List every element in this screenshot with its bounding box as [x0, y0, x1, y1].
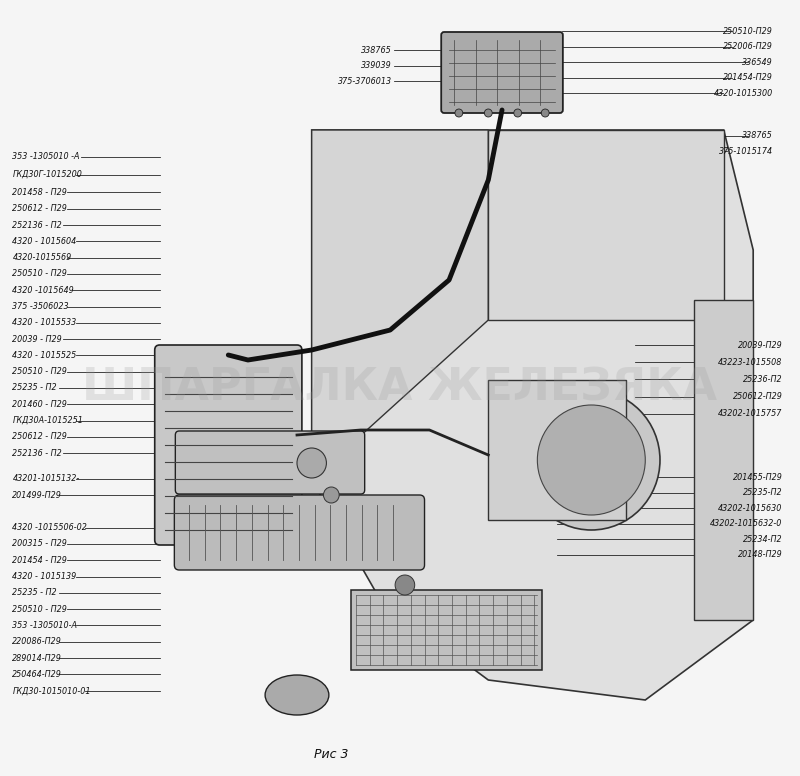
Text: 339039: 339039 — [362, 61, 392, 71]
Text: 201458 - П29: 201458 - П29 — [13, 188, 67, 197]
Text: 338765: 338765 — [742, 131, 773, 140]
Text: ШПАРГАЛКА ЖЕЛЕЗЯКА: ШПАРГАЛКА ЖЕЛЕЗЯКА — [82, 366, 718, 410]
Text: 201460 - П29: 201460 - П29 — [13, 400, 67, 409]
Text: 250510 - П29: 250510 - П29 — [13, 605, 67, 614]
Ellipse shape — [265, 675, 329, 715]
Text: ГКД30-1015010-01: ГКД30-1015010-01 — [13, 686, 91, 695]
Text: 250464-П29: 250464-П29 — [13, 670, 62, 679]
Text: 338765: 338765 — [362, 46, 392, 55]
Text: 252136 - П2: 252136 - П2 — [13, 220, 62, 230]
Text: 43202-1015757: 43202-1015757 — [718, 409, 782, 418]
Text: 20039-П29: 20039-П29 — [738, 341, 782, 350]
Circle shape — [323, 487, 339, 503]
Circle shape — [484, 109, 492, 117]
Text: Рис 3: Рис 3 — [314, 747, 349, 760]
FancyBboxPatch shape — [174, 495, 425, 570]
Text: 4320 - 1015533: 4320 - 1015533 — [13, 318, 77, 327]
Circle shape — [395, 575, 414, 595]
Text: 4320 -1015649: 4320 -1015649 — [13, 286, 74, 295]
Polygon shape — [694, 300, 753, 620]
Text: 250612-П29: 250612-П29 — [733, 392, 782, 401]
Text: 25234-П2: 25234-П2 — [743, 535, 782, 544]
Text: 4320 - 1015604: 4320 - 1015604 — [13, 237, 77, 246]
Text: 43202-1015630: 43202-1015630 — [718, 504, 782, 513]
Text: 250510 - П29: 250510 - П29 — [13, 269, 67, 279]
FancyBboxPatch shape — [175, 431, 365, 494]
Text: 43201-1015132-: 43201-1015132- — [13, 474, 80, 483]
Text: 43202-1015632-0: 43202-1015632-0 — [710, 519, 782, 528]
Circle shape — [455, 109, 462, 117]
Text: 375-1015174: 375-1015174 — [718, 147, 773, 156]
Text: 20148-П29: 20148-П29 — [738, 550, 782, 559]
Text: 353 -1305010-А: 353 -1305010-А — [13, 621, 78, 630]
Circle shape — [538, 405, 646, 515]
Text: 43223-1015508: 43223-1015508 — [718, 358, 782, 367]
Text: 25235 - П2: 25235 - П2 — [13, 588, 57, 598]
Text: 375 -3506023: 375 -3506023 — [13, 302, 69, 311]
Polygon shape — [312, 130, 488, 480]
Circle shape — [514, 109, 522, 117]
Text: 250612 - П29: 250612 - П29 — [13, 204, 67, 213]
Text: 4320 - 1015525: 4320 - 1015525 — [13, 351, 77, 360]
Text: 25235-П2: 25235-П2 — [743, 488, 782, 497]
Text: 201454 - П29: 201454 - П29 — [13, 556, 67, 565]
Text: 252136 - П2: 252136 - П2 — [13, 449, 62, 458]
Text: 250510-П29: 250510-П29 — [723, 26, 773, 36]
Text: 353 -1305010 -А: 353 -1305010 -А — [13, 152, 80, 161]
Circle shape — [297, 448, 326, 478]
FancyBboxPatch shape — [442, 32, 563, 113]
Text: 25235 - П2: 25235 - П2 — [13, 383, 57, 393]
FancyBboxPatch shape — [154, 345, 302, 545]
Text: ГКД30Г-1015200: ГКД30Г-1015200 — [13, 170, 82, 179]
Circle shape — [522, 390, 660, 530]
Bar — [488, 380, 626, 520]
Polygon shape — [312, 130, 753, 700]
Bar — [351, 590, 542, 670]
Text: 220086-П29: 220086-П29 — [13, 637, 62, 646]
Text: 4320 - 1015139: 4320 - 1015139 — [13, 572, 77, 581]
Text: 375-3706013: 375-3706013 — [338, 77, 392, 86]
Text: 252006-П29: 252006-П29 — [723, 42, 773, 51]
Text: 4320 -1015506-02: 4320 -1015506-02 — [13, 523, 87, 532]
Text: 201454-П29: 201454-П29 — [723, 73, 773, 82]
Text: 25236-П2: 25236-П2 — [743, 375, 782, 384]
Text: 201499-П29: 201499-П29 — [13, 490, 62, 500]
Text: 289014-П29: 289014-П29 — [13, 653, 62, 663]
Text: 4320-1015569: 4320-1015569 — [13, 253, 72, 262]
Text: 336549: 336549 — [742, 57, 773, 67]
Text: 20039 - П29: 20039 - П29 — [13, 334, 62, 344]
Text: 4320-1015300: 4320-1015300 — [714, 88, 773, 98]
Text: 250612 - П29: 250612 - П29 — [13, 432, 67, 442]
Text: 201455-П29: 201455-П29 — [733, 473, 782, 482]
Text: ГКД30А-1015251: ГКД30А-1015251 — [13, 416, 83, 425]
Polygon shape — [488, 130, 724, 320]
Circle shape — [542, 109, 549, 117]
Text: 250510 - П29: 250510 - П29 — [13, 367, 67, 376]
Text: 200315 - П29: 200315 - П29 — [13, 539, 67, 549]
